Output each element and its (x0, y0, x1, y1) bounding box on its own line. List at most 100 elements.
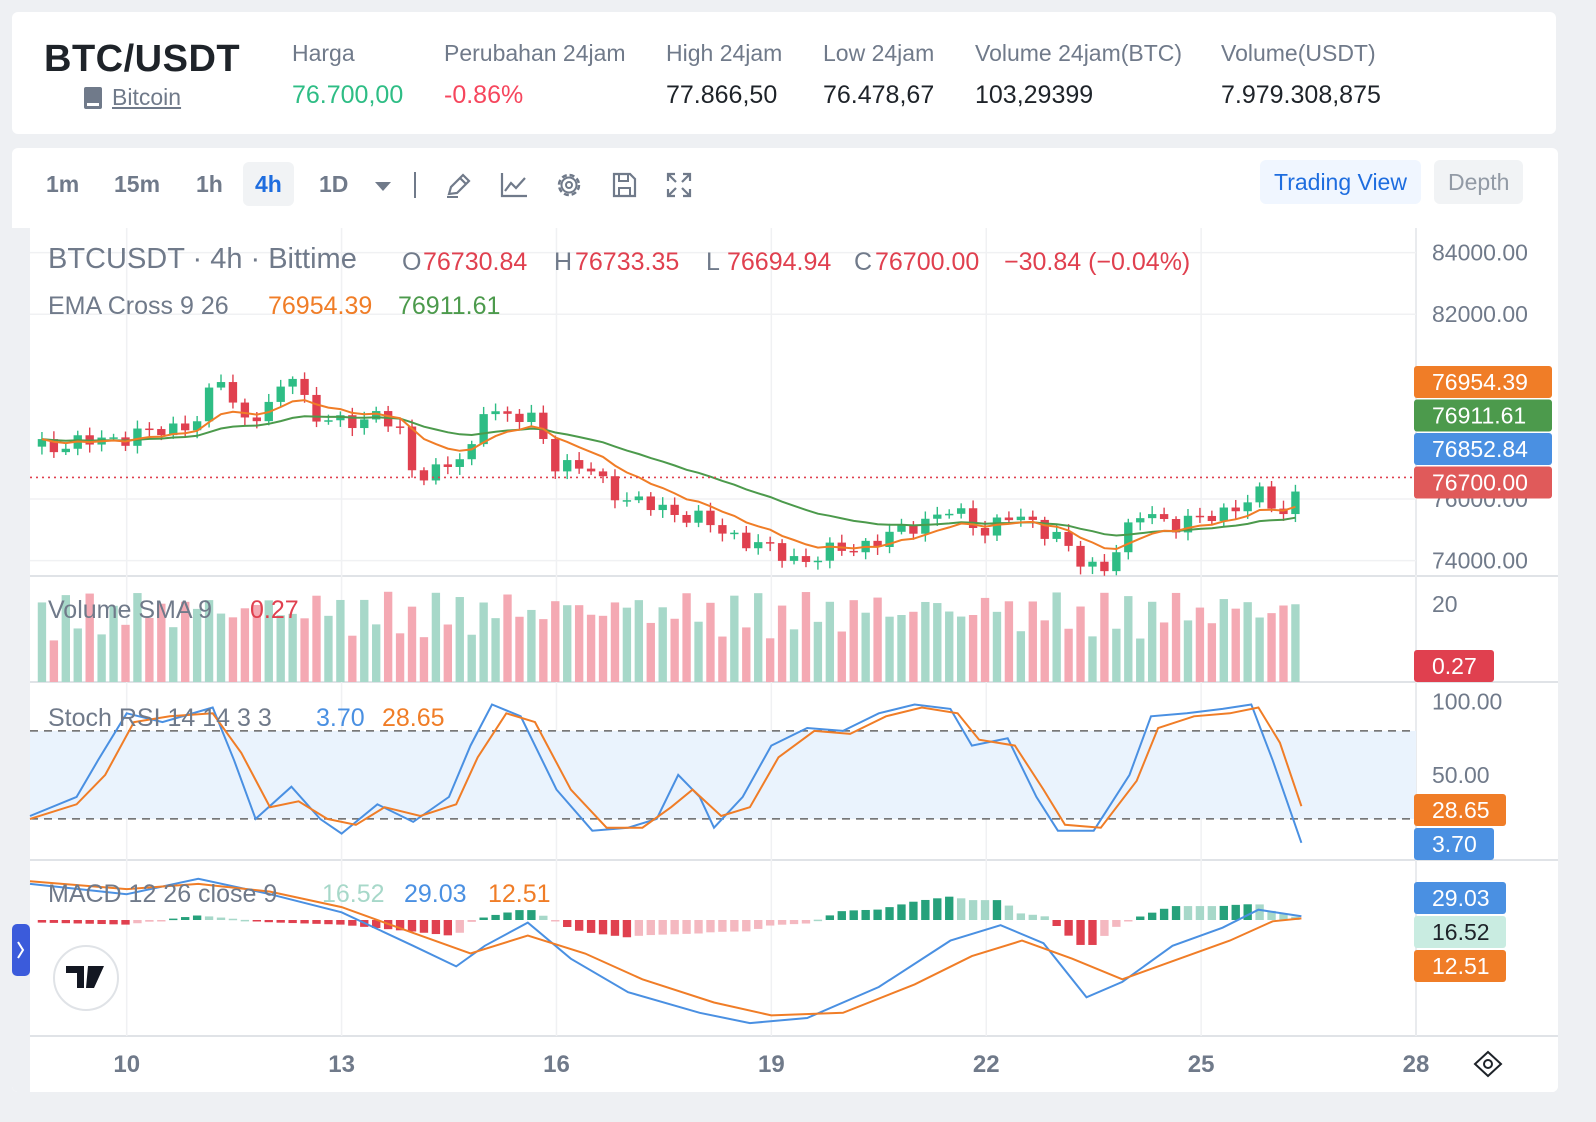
pencil-icon[interactable] (444, 170, 474, 200)
macd-histogram-bar (945, 896, 954, 920)
candle-body (956, 508, 966, 514)
volume-tag (1414, 650, 1494, 682)
timeframe-4h[interactable]: 4h (243, 162, 294, 206)
trading-view-button[interactable]: Trading View (1260, 160, 1421, 204)
candle-body (742, 532, 751, 549)
stoch-legend-label: Stoch RSI 14 14 3 3 (48, 704, 272, 732)
logo-circle (53, 945, 119, 1011)
volume-bar (204, 600, 214, 682)
timeframe-1m[interactable]: 1m (46, 171, 80, 197)
macd-histogram-bar (1016, 913, 1026, 920)
chevron-down-icon[interactable] (375, 182, 391, 191)
macd-signal-value: 12.51 (488, 880, 551, 908)
book-icon (84, 86, 102, 109)
macd-histogram-bar (861, 909, 870, 920)
stat-value: 77.866,50 (666, 81, 778, 109)
tradingview-logo (53, 945, 119, 1011)
candle-body (1195, 515, 1205, 518)
macd-histogram-bar (157, 920, 166, 922)
volume-bar (694, 621, 703, 682)
save-icon[interactable] (609, 170, 639, 200)
macd-histogram-bar (933, 898, 942, 920)
macd-histogram-bar (563, 920, 572, 928)
candle-body (586, 468, 596, 472)
ohlc-key: L (706, 248, 720, 276)
macd-hist-value: 16.52 (322, 880, 385, 908)
volume-bar (85, 593, 94, 682)
depth-button[interactable]: Depth (1434, 160, 1524, 204)
ohlc-value: 76730.84 (423, 248, 527, 276)
macd-histogram-bar (181, 917, 190, 920)
volume-bar (551, 601, 560, 682)
fullscreen-icon[interactable] (664, 170, 694, 200)
ema-slow-line (41, 415, 1296, 537)
macd-histogram-bar (598, 920, 608, 935)
candle-body (348, 415, 357, 429)
ema-legend-label: EMA Cross 9 26 (48, 292, 229, 320)
candle-body (718, 525, 727, 534)
x-tick-label: 16 (543, 1051, 570, 1078)
volume-axis-tick: 20 (1432, 591, 1458, 617)
macd-tag (1414, 950, 1506, 982)
volume-bar (1124, 596, 1133, 682)
timeframe-1d[interactable]: 1D (319, 171, 349, 197)
macd-histogram-bar (419, 920, 429, 933)
indicator-icon[interactable] (499, 170, 529, 200)
stoch-k-value: 3.70 (316, 704, 365, 732)
volume-bar (419, 637, 429, 682)
macd-histogram-bar (300, 920, 309, 924)
macd-histogram-bar (1255, 904, 1264, 920)
volume-bar (383, 591, 393, 682)
candle-body (360, 419, 369, 429)
volume-bar (61, 595, 70, 682)
volume-bar (622, 607, 632, 682)
coin-info-link[interactable]: Bitcoin (84, 84, 181, 111)
candle-body (1076, 545, 1085, 567)
candle-body (1243, 502, 1252, 512)
macd-histogram-bar (1231, 904, 1240, 920)
candle-body (276, 386, 285, 402)
volume-bar (1183, 620, 1193, 682)
coin-link-label: Bitcoin (112, 84, 182, 110)
volume-bar (312, 595, 321, 682)
macd-histogram-bar (455, 920, 464, 933)
volume-bar (527, 609, 536, 682)
macd-histogram-bar (909, 901, 918, 920)
volume-bar (646, 622, 655, 682)
ema-fast-line (41, 399, 1296, 551)
macd-histogram-bar (97, 920, 106, 925)
trading-chart[interactable]: 10 13 16 19 22 25 2884000.0082000.0076000.0074… (12, 148, 1558, 1092)
volume-bar (1147, 601, 1157, 682)
volume-bar (837, 631, 846, 682)
volume-bar (968, 615, 978, 682)
macd-histogram-bar (372, 920, 381, 929)
timeframe-1h[interactable]: 1h (196, 171, 223, 197)
macd-histogram-bar (1088, 920, 1097, 945)
candle-body (873, 540, 882, 548)
volume-bar (395, 633, 405, 682)
volume-bar (1243, 602, 1252, 682)
timeframe-15m[interactable]: 15m (114, 171, 161, 197)
volume-bar (264, 600, 273, 682)
macd-histogram-bar (646, 920, 655, 936)
volume-bar (336, 599, 345, 682)
logo-mark (66, 966, 104, 988)
stat-label: Harga (292, 40, 355, 66)
volume-bar (921, 601, 930, 682)
candle-body (921, 518, 930, 534)
macd-histogram-bar (765, 920, 775, 926)
gear-icon[interactable] (554, 170, 584, 200)
volume-bar (348, 635, 357, 682)
volume-bar (133, 593, 142, 682)
volume-bar (945, 611, 954, 682)
candle-body (372, 411, 381, 420)
macd-histogram-bar (276, 920, 285, 923)
candle-body (897, 524, 906, 532)
macd-histogram-bar (145, 920, 154, 922)
macd-histogram-bar (312, 920, 321, 924)
stat-label: High 24jam (666, 40, 783, 66)
stat-value: 76.700,00 (292, 81, 404, 109)
candle-body (443, 464, 453, 467)
candle-body (765, 542, 775, 544)
price-tag (1414, 366, 1552, 398)
